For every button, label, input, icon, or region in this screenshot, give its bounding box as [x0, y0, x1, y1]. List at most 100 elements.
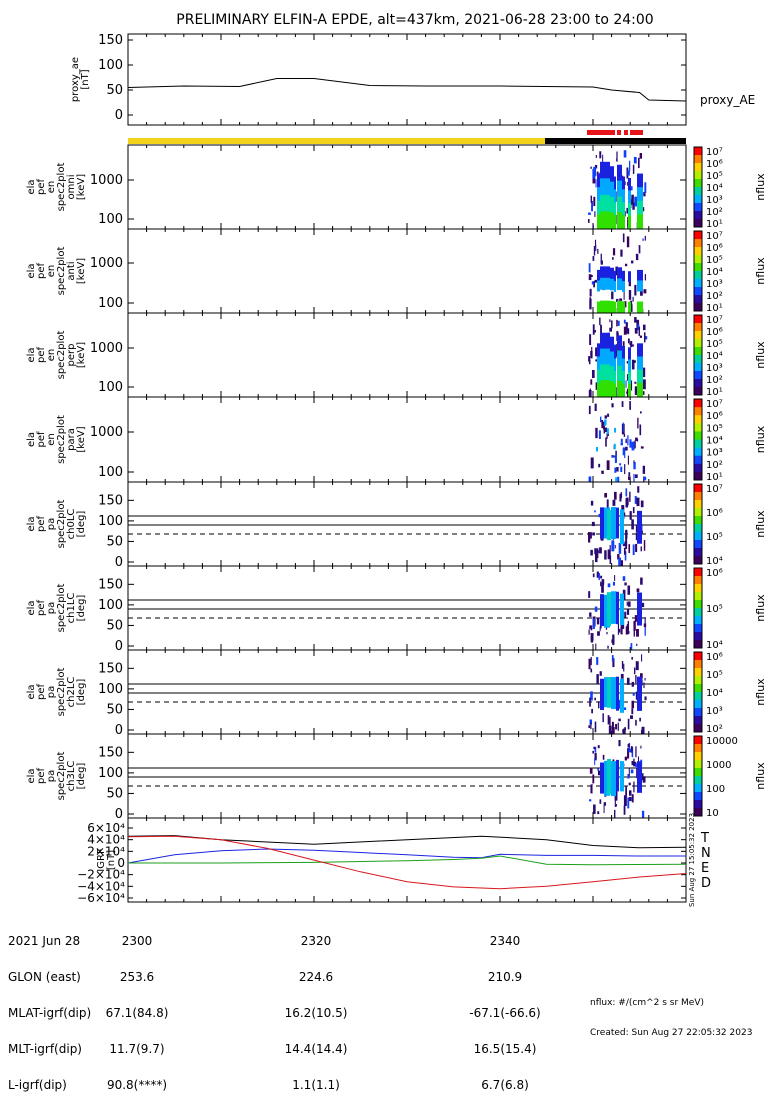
spectrum-speckle	[634, 615, 637, 622]
spectrum-cell	[604, 380, 610, 397]
ylabel-line: [keV]	[76, 426, 87, 452]
y-tick-label: 100	[98, 598, 123, 613]
spectrum-cell	[604, 194, 610, 212]
spectrum-speckle	[633, 473, 635, 483]
spectrum-cell	[637, 173, 643, 188]
spectrum-speckle	[626, 391, 628, 394]
spectrum-speckle	[627, 435, 629, 446]
footer-2300-l: 90.8(****)	[106, 1078, 168, 1092]
spectrum-cell	[614, 281, 616, 292]
spectrum-speckle	[618, 699, 621, 709]
spectrum-speckle	[599, 416, 602, 423]
colorbar-label: nflux	[754, 678, 767, 706]
colorbar-segment	[694, 263, 702, 272]
spectrum-speckle	[594, 330, 596, 333]
ylabel-line: pef	[36, 600, 47, 617]
spectrum-cell	[628, 371, 631, 385]
spectrum-speckle	[590, 627, 593, 631]
spectrum-speckle	[612, 257, 614, 260]
spectrum-speckle	[627, 774, 630, 779]
y-tick-label: 50	[106, 534, 123, 549]
status-bar-black	[545, 138, 686, 144]
spectrum-speckle	[630, 748, 633, 753]
spectrum-speckle	[644, 626, 646, 636]
spectrum-cell	[637, 200, 643, 215]
spectrum-speckle	[635, 253, 639, 261]
colorbar-tick-label: 10²	[706, 375, 723, 386]
spectrum-speckle	[634, 196, 637, 207]
colorbar-segment	[694, 431, 702, 440]
igrf-side-label-T: T	[700, 831, 709, 846]
spectrum-speckle	[617, 623, 620, 635]
spectrum-speckle	[628, 790, 632, 796]
spectrum-cell	[600, 178, 604, 196]
spectrum-speckle	[634, 386, 638, 395]
spectrum-speckle	[630, 186, 633, 191]
footer-label-date: 2021 Jun 28	[8, 934, 81, 948]
spectrum-speckle	[598, 701, 600, 709]
colorbar-tick-label: 10⁴	[706, 267, 723, 278]
spectrum-speckle	[623, 547, 626, 555]
spectrum-speckle	[589, 274, 593, 278]
spectrum-cell	[613, 427, 616, 433]
status-bar-red-mark	[630, 130, 643, 135]
spectrum-cell	[620, 438, 623, 443]
panel-spec_omni: 1000100elapefenspec2plotomni[keV]10⁷10⁶1…	[26, 144, 767, 233]
spectrum-speckle	[596, 550, 599, 554]
spectrum-speckle	[639, 335, 643, 338]
colorbar-segment	[694, 155, 702, 164]
colorbar-segment	[694, 347, 702, 356]
spectrum-speckle	[620, 673, 624, 679]
spectrum-cell	[614, 202, 616, 216]
colorbar-segment	[694, 540, 702, 549]
spectrum-cell	[600, 266, 604, 279]
pitch-cell	[600, 594, 604, 627]
spectrum-speckle	[641, 726, 645, 736]
colorbar-segment	[694, 203, 702, 212]
colorbar-segment	[694, 247, 702, 256]
colorbar-tick-label: 10⁵	[706, 532, 723, 543]
spectrum-cell	[617, 335, 622, 352]
spectrum-speckle	[594, 757, 596, 766]
spectrum-speckle	[621, 660, 624, 669]
spectrum-speckle	[632, 507, 635, 514]
footer-2300-glon: 253.6	[119, 970, 155, 984]
colorbar-segment	[694, 195, 702, 204]
colorbar-segment	[694, 303, 702, 312]
spectrum-speckle	[589, 767, 593, 774]
spectrum-speckle	[594, 279, 598, 283]
spectrum-speckle	[618, 557, 622, 567]
ylabel-line: ela	[26, 600, 37, 615]
spectrum-speckle	[623, 805, 626, 815]
spectrum-speckle	[634, 440, 636, 449]
spectrum-cell	[617, 212, 622, 229]
footer-2320-mlat: 16.2(10.5)	[284, 1006, 348, 1020]
y-tick-label: 100	[98, 296, 123, 311]
spectrum-speckle	[588, 212, 591, 215]
panel-spec_anti: 1000100elapefenspec2plotanti[keV]10⁷10⁶1…	[26, 228, 767, 318]
spectrum-speckle	[627, 748, 630, 759]
spectrum-speckle	[625, 446, 628, 451]
spectrum-cell	[614, 176, 616, 190]
y-tick-label: 0	[115, 555, 123, 570]
ylabel-line: [deg]	[76, 679, 87, 706]
spectrum-speckle	[621, 401, 624, 407]
colorbar-segment	[694, 808, 702, 817]
spectrum-speckle	[625, 323, 628, 334]
y-tick-label: −2×10⁴	[77, 868, 125, 882]
ylabel-line: spec2plot	[56, 752, 67, 801]
spectrum-speckle	[644, 235, 646, 241]
y-tick-label: 150	[98, 745, 123, 760]
spectrum-speckle	[595, 179, 597, 188]
colorbar-tick-label: 10⁵	[706, 670, 723, 681]
spectrum-speckle	[592, 774, 595, 784]
spectrum-cell	[600, 380, 604, 397]
spectrum-cell	[614, 270, 616, 282]
spectrum-speckle	[608, 725, 612, 736]
spectrum-speckle	[606, 631, 608, 635]
spectrum-speckle	[591, 200, 594, 212]
spectrum-speckle	[623, 795, 627, 806]
ylabel-line: en	[46, 349, 57, 362]
ylabel-line: [deg]	[76, 511, 87, 538]
pitch-cell	[600, 507, 604, 539]
